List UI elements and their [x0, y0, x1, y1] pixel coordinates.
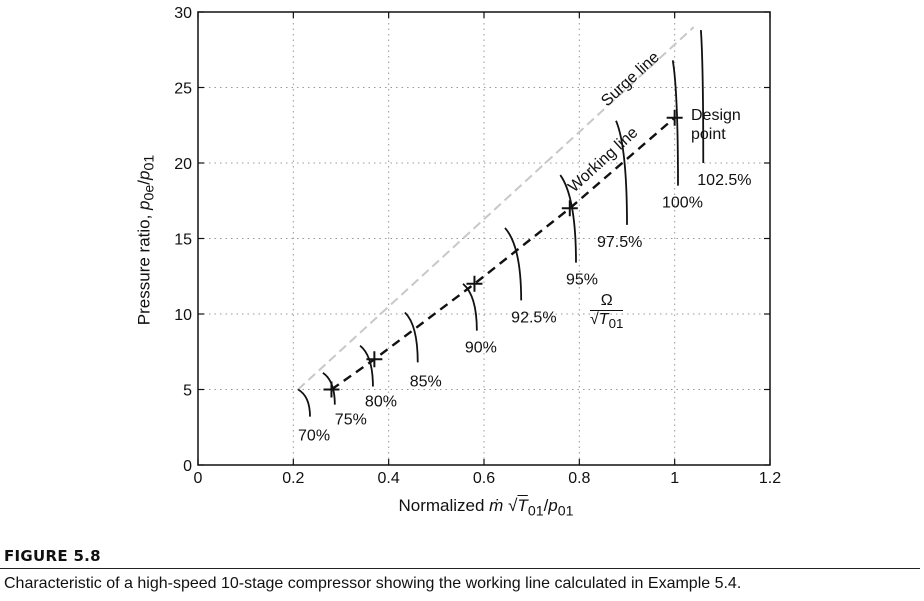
operating-point-marker: [323, 381, 340, 398]
x-tick-label: 0.8: [568, 470, 590, 487]
design-point-label: Design: [691, 107, 741, 124]
speed-line-label: 95%: [566, 272, 598, 289]
surge-line: [297, 26, 695, 391]
operating-point-marker: [466, 275, 483, 292]
speed-line-label: 100%: [662, 195, 703, 212]
y-tick-label: 20: [174, 156, 192, 173]
speed-line-label: 90%: [465, 340, 497, 357]
working-line-label: Working line: [565, 124, 641, 196]
speed-line-label: 92.5%: [511, 309, 556, 326]
x-tick-label: 0.4: [378, 470, 400, 487]
design-point-label-2: point: [691, 126, 726, 143]
speed-parameter-label: Ω √T01: [590, 292, 624, 332]
working-line: [330, 116, 676, 391]
y-tick-label: 25: [174, 81, 192, 98]
operating-point-marker: [561, 200, 578, 217]
speed-line: [297, 388, 311, 417]
y-tick-label: 0: [183, 458, 192, 475]
speed-line: [404, 311, 419, 363]
x-tick-label: 1.2: [759, 470, 781, 487]
figure-caption: Characteristic of a high-speed 10-stage …: [4, 575, 742, 592]
operating-point-marker: [666, 109, 683, 126]
speed-line-label: 102.5%: [697, 172, 751, 189]
plot-frame: [197, 11, 771, 466]
speed-line-label: 80%: [365, 393, 397, 410]
figure-title: FIGURE 5.8: [4, 547, 101, 565]
speed-line: [462, 283, 478, 331]
y-tick-label: 5: [183, 383, 192, 400]
speed-line: [699, 30, 705, 164]
y-tick-label: 15: [174, 232, 192, 249]
x-tick-label: 1: [670, 470, 679, 487]
speed-line-label: 85%: [410, 373, 442, 390]
y-tick-label: 30: [174, 5, 192, 22]
speed-line-label: 97.5%: [597, 234, 642, 251]
speed-line: [359, 345, 374, 387]
caption-divider: [0, 568, 920, 569]
speed-line-label: 75%: [335, 412, 367, 429]
y-tick-label: 10: [174, 307, 192, 324]
speed-line: [671, 60, 679, 186]
x-axis-label: Normalized ṁ √T01/p01: [398, 496, 574, 520]
speed-line-label: 70%: [298, 428, 330, 445]
x-tick-label: 0: [194, 470, 203, 487]
speed-line: [504, 227, 523, 301]
x-tick-label: 0.2: [282, 470, 304, 487]
surge-line-label: Surge line: [598, 49, 663, 110]
speed-line: [615, 120, 628, 225]
y-axis-label: Pressure ratio, p0e/p01: [134, 154, 158, 326]
operating-point-marker: [366, 351, 383, 368]
x-tick-label: 0.6: [473, 470, 495, 487]
